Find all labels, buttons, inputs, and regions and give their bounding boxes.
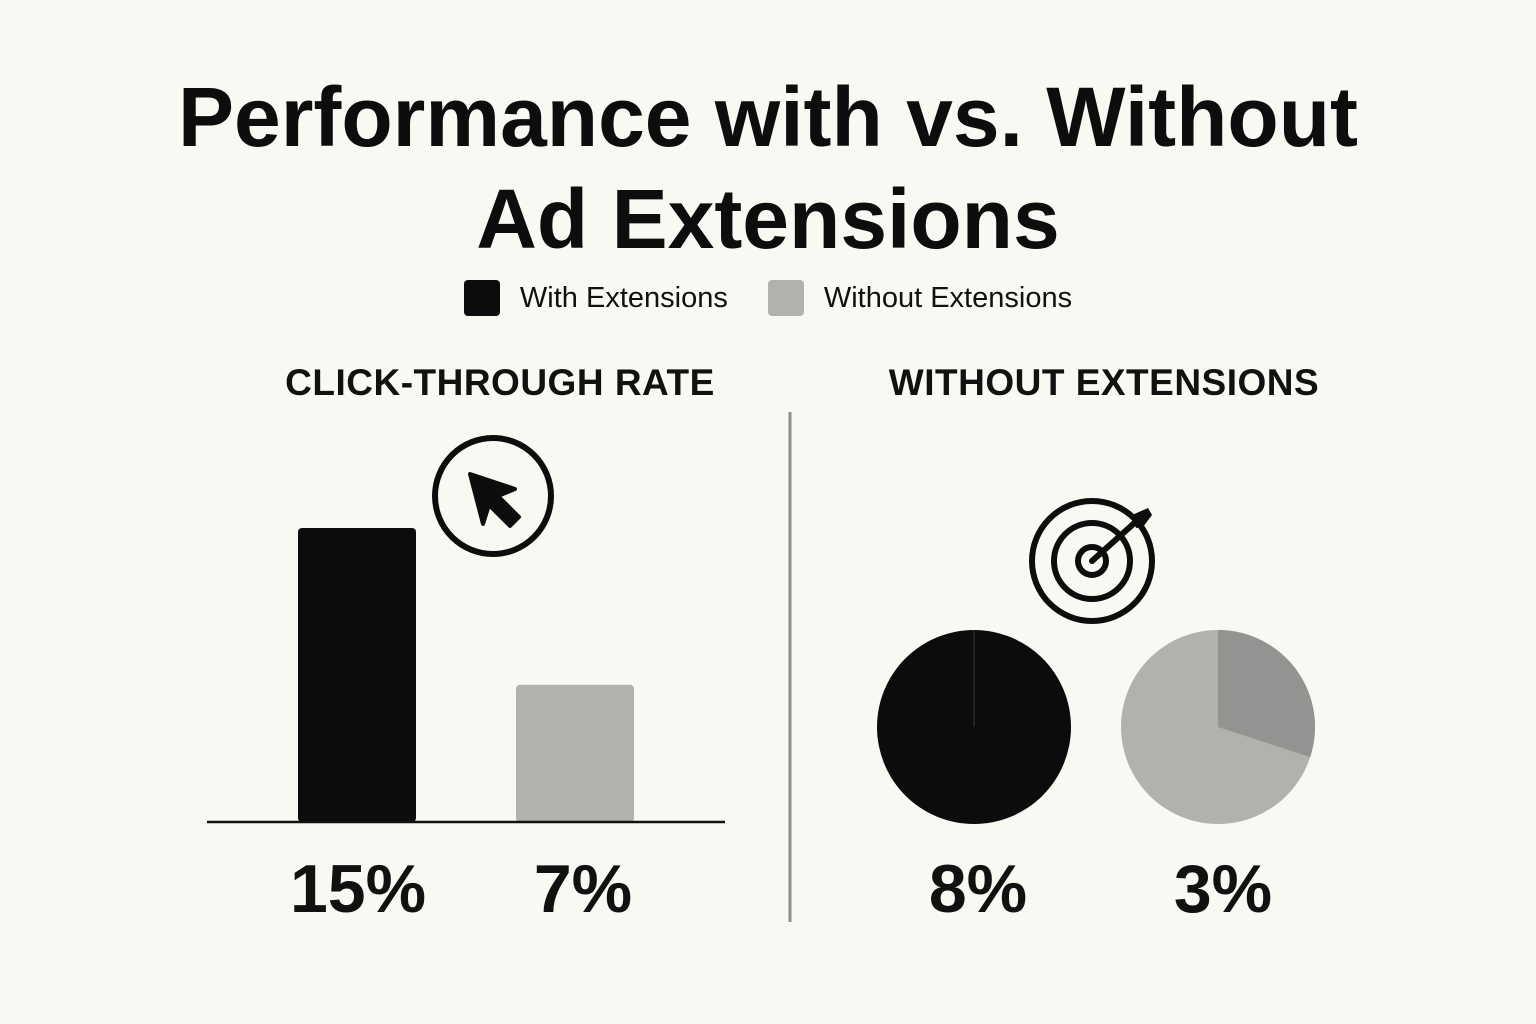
legend: With Extensions Without Extensions xyxy=(0,280,1536,316)
legend-label-with: With Extensions xyxy=(519,281,728,314)
bar-with xyxy=(298,528,416,822)
chart-title-line-2: Ad Extensions xyxy=(476,172,1060,266)
chart-title-line-1: Performance with vs. Without xyxy=(177,70,1359,164)
legend-item-without: Without Extensions xyxy=(767,280,1073,316)
pie-slice-without xyxy=(1218,630,1315,757)
bar-panel-title: CLICK-THROUGH RATE xyxy=(285,362,715,403)
cursor-arrow-icon xyxy=(432,435,554,557)
pie-value-label-with: 8% xyxy=(928,851,1028,927)
pie-value-label-without: 3% xyxy=(1173,851,1273,927)
legend-item-with: With Extensions xyxy=(463,280,728,316)
legend-label-without: Without Extensions xyxy=(823,281,1073,314)
bar-without xyxy=(516,684,634,822)
target-dart-icon xyxy=(1029,498,1155,624)
bar-value-label-with: 15% xyxy=(289,851,427,927)
legend-swatch-without xyxy=(767,280,804,316)
legend-swatch-with xyxy=(463,280,500,316)
pie-panel-title: WITHOUT EXTENSIONS xyxy=(888,362,1320,403)
bar-value-label-without: 7% xyxy=(533,851,633,927)
chart-title: Performance with vs. Without Ad Extensio… xyxy=(0,66,1536,270)
